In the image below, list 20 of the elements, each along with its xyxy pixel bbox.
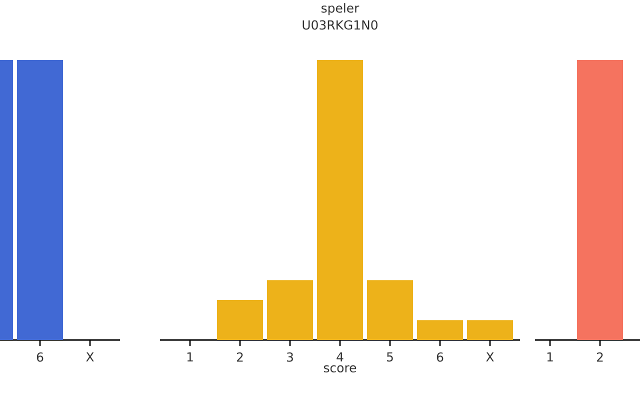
x-tick-label: 1 — [547, 352, 553, 362]
bar — [467, 320, 513, 340]
x-tick-label: 6 — [36, 352, 44, 362]
x-tick-label: 2 — [236, 352, 243, 362]
x-tick-label: X — [486, 352, 494, 362]
x-tick-label: 6 — [436, 352, 444, 362]
x-tick-label: 4 — [336, 352, 344, 362]
bar — [417, 320, 463, 340]
x-tick-label: 5 — [386, 352, 393, 362]
x-tick-label: 1 — [187, 352, 193, 362]
x-axis-title: score — [324, 365, 356, 372]
chart-title: speler — [322, 3, 360, 16]
bar — [367, 280, 414, 340]
bar — [217, 300, 264, 340]
x-tick-label: 3 — [286, 352, 293, 362]
x-tick-label: 2 — [596, 352, 603, 362]
bar — [267, 280, 314, 340]
chart-subtitle: U03RKG1N0 — [302, 20, 378, 30]
bar — [317, 60, 364, 340]
x-tick-label: X — [86, 352, 94, 362]
